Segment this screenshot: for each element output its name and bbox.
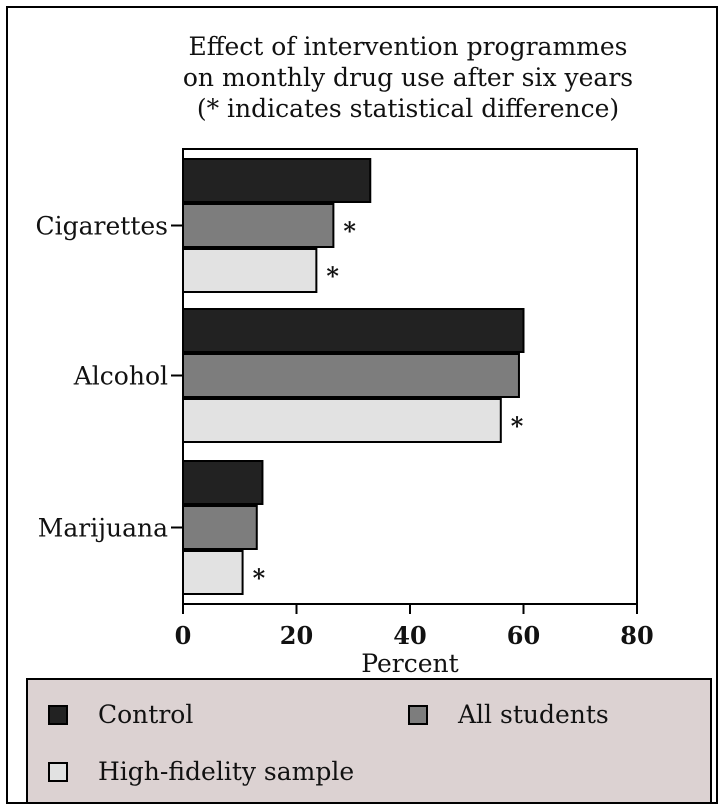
x-tick-label-80: 80 — [620, 621, 653, 650]
legend-item-high-fidelity-sample: High-fidelity sample — [48, 757, 354, 786]
chart-title-line-3: (* indicates statistical difference) — [197, 94, 619, 123]
bar-alcohol-control — [182, 308, 525, 353]
x-tick-label-20: 20 — [280, 621, 313, 650]
x-tick-label-0: 0 — [175, 621, 192, 650]
legend-item-control: Control — [48, 700, 193, 729]
legend-label-all-students: All students — [458, 700, 609, 729]
legend-swatch-high-fidelity-sample — [48, 761, 68, 782]
bar-cigarettes-all-students — [182, 203, 335, 248]
y-axis: Cigarettes Alcohol Marijuana — [36, 212, 183, 543]
legend: Control All students High-fidelity sampl… — [26, 678, 712, 804]
bar-marijuana-all-students — [182, 505, 258, 550]
legend-swatch-control — [48, 704, 68, 725]
legend-label-control: Control — [98, 700, 194, 729]
bars-group: **** — [182, 158, 525, 595]
bar-cigarettes-high-fidelity-sample — [182, 248, 318, 293]
bar-alcohol-all-students — [182, 353, 520, 398]
significance-marker: * — [511, 412, 524, 441]
x-tick-label-40: 40 — [393, 621, 426, 650]
chart-title-line-2: on monthly drug use after six years — [183, 63, 633, 92]
significance-marker: * — [326, 262, 339, 291]
x-axis: 0 20 40 60 80 — [175, 604, 654, 650]
chart-title-line-1: Effect of intervention programmes — [188, 32, 627, 61]
significance-marker: * — [253, 564, 266, 593]
bar-marijuana-control — [182, 460, 264, 505]
x-axis-label: Percent — [361, 649, 458, 678]
legend-item-all-students: All students — [408, 700, 609, 729]
legend-swatch-all-students — [408, 704, 428, 725]
y-tick-label-alcohol: Alcohol — [73, 362, 168, 391]
bar-marijuana-high-fidelity-sample — [182, 550, 244, 595]
y-tick-label-marijuana: Marijuana — [38, 514, 168, 543]
x-tick-label-60: 60 — [507, 621, 540, 650]
significance-marker: * — [343, 217, 356, 246]
bar-cigarettes-control — [182, 158, 372, 203]
legend-label-high-fidelity-sample: High-fidelity sample — [98, 757, 355, 786]
bar-alcohol-high-fidelity-sample — [182, 398, 502, 443]
y-tick-label-cigarettes: Cigarettes — [36, 212, 169, 241]
